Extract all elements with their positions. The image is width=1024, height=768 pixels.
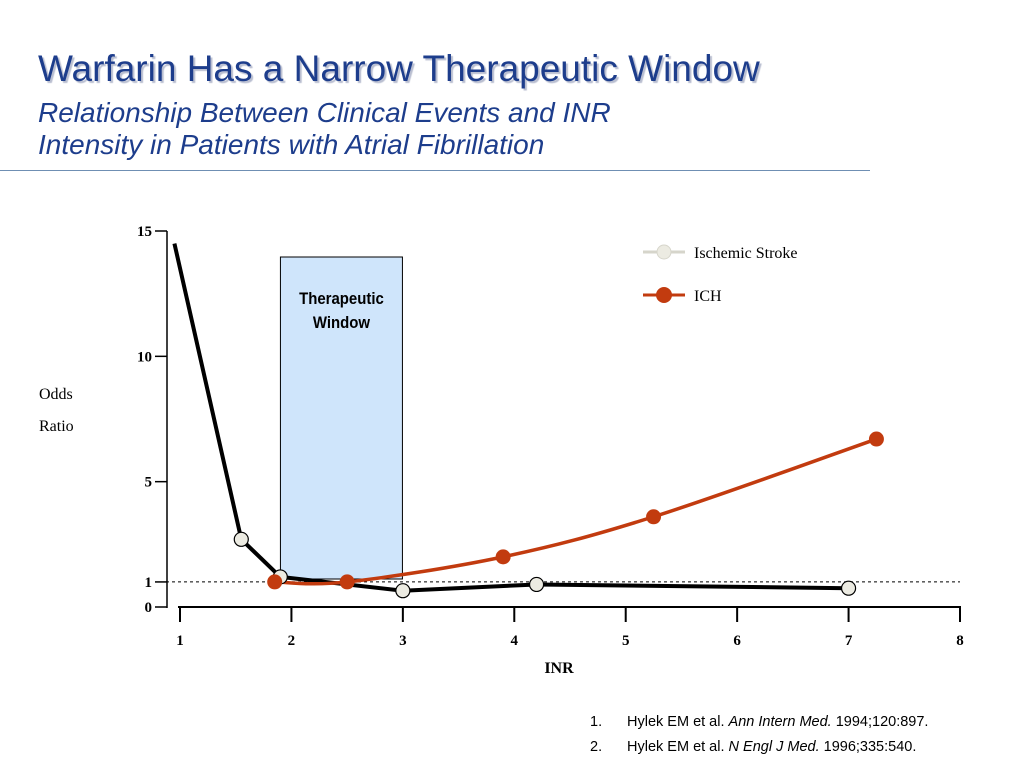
x-axis-label: INR bbox=[544, 660, 574, 677]
data-point-ich bbox=[646, 509, 662, 525]
x-tick-label: 3 bbox=[399, 633, 407, 649]
slide-subtitle: Relationship Between Clinical Events and… bbox=[38, 97, 611, 161]
data-point-ischemic-stroke bbox=[233, 531, 249, 547]
therapeutic-window-label-line-1: Therapeutic bbox=[299, 290, 384, 308]
x-tick-label: 2 bbox=[288, 633, 296, 649]
x-tick-label: 5 bbox=[622, 633, 630, 649]
reference-citation: 1996;335:540. bbox=[823, 739, 917, 755]
x-tick-label: 1 bbox=[176, 633, 184, 649]
reference-authors: Hylek EM et al. bbox=[627, 714, 725, 730]
x-tick-label: 8 bbox=[956, 633, 964, 649]
data-point-ischemic-stroke bbox=[395, 583, 411, 599]
reference-number: 1. bbox=[590, 714, 603, 730]
legend-swatch-marker bbox=[656, 287, 672, 303]
data-point-ich bbox=[267, 574, 283, 590]
slide-title: Warfarin Has a Narrow Therapeutic Window bbox=[38, 48, 760, 89]
legend-label: Ischemic Stroke bbox=[694, 245, 798, 262]
reference-authors: Hylek EM et al. bbox=[627, 739, 725, 755]
reference-item: 1. Hylek EM et al. Ann Intern Med. 1994;… bbox=[590, 710, 928, 735]
y-tick-label: 1 bbox=[145, 575, 153, 591]
therapeutic-window-region bbox=[279, 256, 403, 580]
reference-journal: N Engl J Med. bbox=[728, 739, 820, 755]
data-point-ich bbox=[339, 574, 355, 590]
title-divider bbox=[0, 170, 870, 171]
references: 1. Hylek EM et al. Ann Intern Med. 1994;… bbox=[590, 710, 928, 760]
y-tick-label: 0 bbox=[145, 600, 153, 616]
reference-number: 2. bbox=[590, 739, 603, 755]
y-axis-label-line-1: Odds bbox=[39, 386, 73, 403]
data-point-ich bbox=[495, 549, 511, 565]
therapeutic-window-label-line-2: Window bbox=[313, 314, 371, 332]
series-line-ischemic-stroke bbox=[172, 243, 849, 593]
y-tick-label: 10 bbox=[137, 349, 152, 365]
legend-label: ICH bbox=[694, 288, 722, 305]
reference-journal: Ann Intern Med. bbox=[728, 714, 832, 730]
data-point-ich bbox=[868, 431, 884, 447]
data-point-ischemic-stroke bbox=[840, 580, 857, 596]
subtitle-line-2: Intensity in Patients with Atrial Fibril… bbox=[38, 129, 545, 160]
x-tick-label: 4 bbox=[511, 633, 519, 649]
x-tick-label: 6 bbox=[733, 633, 741, 649]
y-axis-label-line-2: Ratio bbox=[39, 418, 74, 435]
y-tick-label: 15 bbox=[137, 224, 152, 240]
reference-item: 2. Hylek EM et al. N Engl J Med. 1996;33… bbox=[590, 735, 928, 760]
y-tick-label: 5 bbox=[145, 475, 153, 491]
legend-swatch-marker bbox=[656, 244, 672, 260]
subtitle-line-1: Relationship Between Clinical Events and… bbox=[38, 97, 611, 128]
reference-citation: 1994;120:897. bbox=[835, 714, 929, 730]
x-tick-label: 7 bbox=[845, 633, 853, 649]
data-point-ischemic-stroke bbox=[528, 576, 545, 593]
